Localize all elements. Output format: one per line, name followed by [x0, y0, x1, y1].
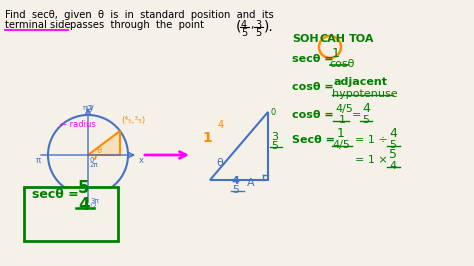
- Text: Secθ =: Secθ =: [292, 135, 335, 145]
- Text: adjacent: adjacent: [334, 77, 388, 87]
- Text: SOH: SOH: [292, 34, 319, 44]
- Text: 5: 5: [255, 28, 261, 38]
- Text: ← radius: ← radius: [60, 120, 96, 129]
- Text: 2π: 2π: [90, 162, 99, 168]
- Text: cosθ =: cosθ =: [292, 110, 334, 120]
- Text: passes  through  the  point: passes through the point: [70, 20, 204, 30]
- Text: 1: 1: [332, 47, 340, 60]
- Text: 3: 3: [255, 20, 261, 30]
- Text: 4: 4: [78, 196, 90, 214]
- Text: x: x: [139, 156, 144, 165]
- Text: 4: 4: [389, 161, 396, 171]
- Text: 4: 4: [232, 176, 240, 186]
- Text: 5: 5: [362, 115, 369, 125]
- Polygon shape: [88, 131, 120, 155]
- Text: 5: 5: [389, 148, 397, 161]
- Text: 1: 1: [202, 131, 212, 145]
- Text: cosθ =: cosθ =: [292, 82, 334, 92]
- Text: ).: ).: [264, 19, 274, 33]
- FancyBboxPatch shape: [24, 187, 118, 241]
- Text: 5: 5: [232, 185, 239, 195]
- Text: = 1 ÷: = 1 ÷: [355, 135, 388, 145]
- Text: (: (: [236, 19, 241, 33]
- Text: 1: 1: [337, 127, 345, 140]
- Text: 1: 1: [339, 115, 346, 125]
- Text: 5: 5: [271, 141, 278, 151]
- Text: 5: 5: [389, 140, 396, 150]
- Text: 4: 4: [362, 102, 370, 115]
- Text: θ: θ: [216, 158, 223, 168]
- Text: TOA: TOA: [349, 34, 374, 44]
- Text: secθ =: secθ =: [32, 188, 79, 201]
- Text: (⁴₅,³₅): (⁴₅,³₅): [121, 116, 145, 125]
- Text: ,: ,: [250, 20, 254, 30]
- Text: 0: 0: [90, 157, 94, 163]
- Text: y: y: [89, 103, 94, 112]
- Text: 4: 4: [241, 20, 247, 30]
- Text: 4/5: 4/5: [332, 140, 350, 150]
- Text: CAH: CAH: [320, 34, 346, 44]
- Text: terminal side: terminal side: [5, 20, 71, 30]
- Text: 5: 5: [241, 28, 247, 38]
- Text: = 1 ×: = 1 ×: [355, 155, 388, 165]
- Text: secθ =: secθ =: [292, 54, 334, 64]
- Text: 4/5: 4/5: [335, 104, 353, 114]
- Text: /2: /2: [90, 203, 97, 209]
- Text: 0: 0: [271, 108, 276, 117]
- Text: 4: 4: [218, 120, 224, 130]
- Text: θ: θ: [97, 146, 102, 155]
- Text: π/2: π/2: [83, 105, 94, 111]
- Text: 5: 5: [78, 179, 90, 197]
- Text: 3: 3: [271, 132, 278, 142]
- Text: π: π: [36, 156, 41, 165]
- Text: 3π: 3π: [90, 198, 99, 204]
- Text: =: =: [352, 110, 361, 120]
- Text: 4: 4: [389, 127, 397, 140]
- Text: cosθ: cosθ: [329, 59, 355, 69]
- Text: A: A: [247, 178, 255, 188]
- Text: Find  secθ,  given  θ  is  in  standard  position  and  its: Find secθ, given θ is in standard positi…: [5, 10, 274, 20]
- Text: hypotenuse: hypotenuse: [332, 89, 398, 99]
